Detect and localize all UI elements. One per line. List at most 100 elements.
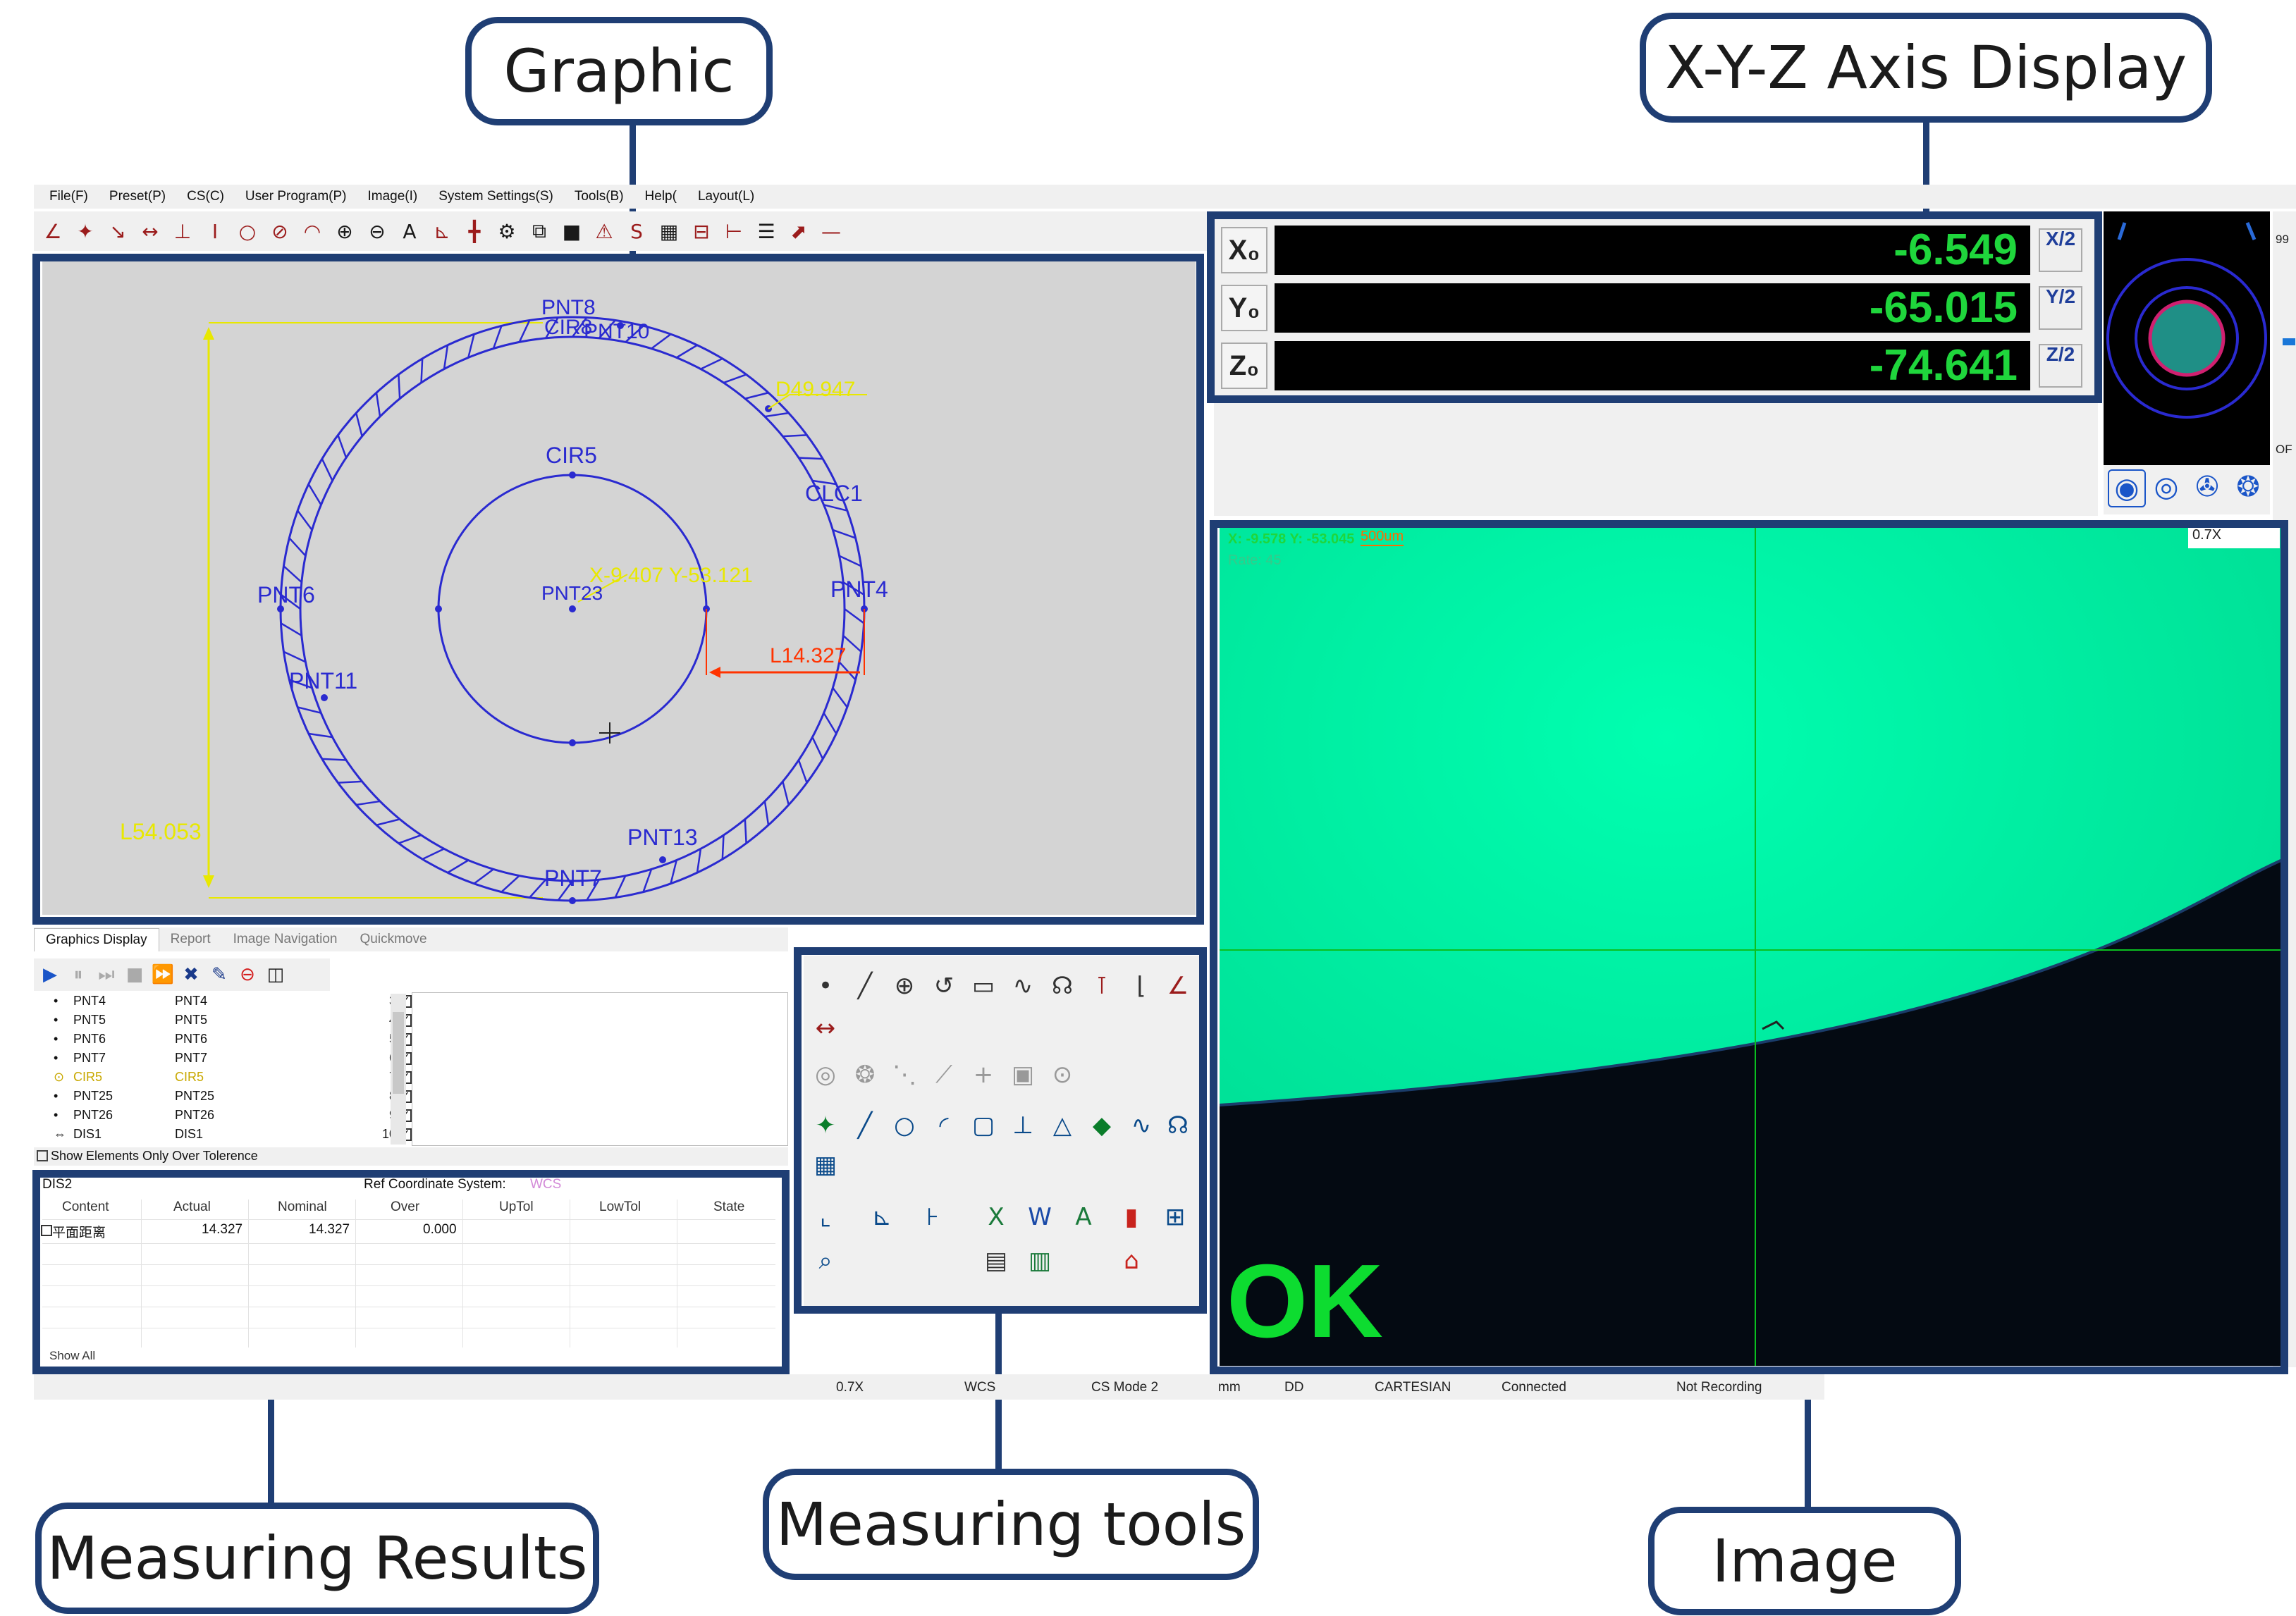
show-elements-checkbox[interactable] xyxy=(37,1150,48,1161)
graphic-canvas[interactable]: PNT8 CIR8 PNT10 D49.947 CIR5 CLC1 PNT6 P… xyxy=(42,261,1196,915)
color-bars-icon[interactable]: ▮ xyxy=(1124,1203,1138,1231)
tab-graphics-display[interactable]: Graphics Display xyxy=(34,927,159,951)
script-icon[interactable]: S xyxy=(630,219,643,243)
edge-tool-icon[interactable]: ⚠ xyxy=(595,219,613,243)
element-row[interactable]: •PNT4PNT43✓ xyxy=(34,992,412,1011)
coord-set-icon[interactable]: ⊦ xyxy=(926,1203,939,1231)
side-slider[interactable] xyxy=(2283,338,2295,345)
coord-search-icon[interactable]: ⌕ xyxy=(818,1247,833,1275)
probe-icon[interactable]: ⬈ xyxy=(790,219,807,243)
green-line-icon[interactable]: ╱ xyxy=(857,1111,873,1140)
green-circle-icon[interactable]: ○ xyxy=(894,1111,915,1140)
auto-icon[interactable]: ✎ xyxy=(211,964,227,985)
menu-layout[interactable]: Layout(L) xyxy=(697,189,755,204)
gear-ring-icon[interactable]: ❂ xyxy=(854,1061,876,1089)
fill-icon[interactable]: ■ xyxy=(562,219,582,243)
green-arc-icon[interactable]: ◜ xyxy=(939,1111,949,1140)
green-rect-icon[interactable]: ▢ xyxy=(971,1111,995,1140)
height-gauge-icon[interactable]: ⊺ xyxy=(1095,972,1108,1000)
vertical-distance-icon[interactable]: ⊥ xyxy=(173,219,192,243)
camera-image[interactable]: X: -9.578 Y: -53.045 Rate: 45 500um 0.7X… xyxy=(1220,527,2285,1366)
pause-icon[interactable]: ⏸ xyxy=(73,963,83,985)
word-export-icon[interactable]: W xyxy=(1028,1203,1052,1231)
line-icon[interactable]: ╱ xyxy=(857,972,873,1000)
line-tool-icon[interactable]: ↘ xyxy=(109,219,126,243)
element-list-scrollbar[interactable] xyxy=(391,994,406,1145)
element-row[interactable]: •PNT7PNT76✓ xyxy=(34,1049,412,1068)
fit-view-icon[interactable]: ⊞ xyxy=(1165,1203,1186,1231)
freeform-icon[interactable]: ☊ xyxy=(1051,972,1074,1000)
coordinate-tool-icon[interactable]: ⊾ xyxy=(434,219,450,243)
text-export-icon[interactable]: A xyxy=(1075,1203,1092,1231)
l-bracket-icon[interactable]: ⌊ xyxy=(1136,972,1146,1000)
menu-cs[interactable]: CS(C) xyxy=(187,189,224,204)
element-row[interactable]: •PNT25PNT258✓ xyxy=(34,1087,412,1106)
menu-help[interactable]: Help( xyxy=(644,189,677,204)
x-half-button[interactable]: X/2 xyxy=(2039,228,2082,272)
excel-sheet-icon[interactable]: ▥ xyxy=(1028,1247,1052,1275)
arc-icon[interactable]: ↺ xyxy=(933,972,954,1000)
cross-icon[interactable]: + xyxy=(973,1061,994,1089)
txt-export-icon[interactable]: ▤ xyxy=(984,1247,1008,1275)
distance-tool-icon[interactable]: ↔ xyxy=(142,219,159,243)
angle-tool-icon[interactable]: ∠ xyxy=(44,219,62,243)
view-double-icon[interactable]: ◎ xyxy=(2154,471,2179,503)
stop-icon[interactable]: ■ xyxy=(125,964,144,985)
height-tool-icon[interactable]: I xyxy=(211,219,219,243)
arc-tool-icon[interactable]: ◠ xyxy=(303,219,321,243)
play-icon[interactable]: ▶ xyxy=(43,964,57,985)
rectangle-icon[interactable]: ▭ xyxy=(971,972,995,1000)
ring-icon[interactable]: ◎ xyxy=(815,1061,836,1089)
excel-export-icon[interactable]: X xyxy=(988,1203,1005,1231)
camera-zoom-select[interactable]: 0.7X xyxy=(2188,527,2280,548)
z-axis-label[interactable]: Z₀ xyxy=(1221,343,1267,389)
distance-icon[interactable]: ↔ xyxy=(815,1014,836,1042)
result-row-checkbox[interactable] xyxy=(41,1225,52,1236)
image-frame-icon[interactable]: ▣ xyxy=(1011,1061,1035,1089)
coord-origin-icon[interactable]: ⌞ xyxy=(820,1203,831,1231)
step-icon[interactable]: ⏭ xyxy=(98,963,115,985)
diameter-tool-icon[interactable]: ⊘ xyxy=(271,219,288,243)
green-freeform-icon[interactable]: ☊ xyxy=(1167,1111,1189,1140)
settings-icon[interactable]: ⚙ xyxy=(498,219,516,243)
calculator-icon[interactable]: ▦ xyxy=(814,1151,837,1179)
menu-image[interactable]: Image(I) xyxy=(367,189,418,204)
dash-icon[interactable]: — xyxy=(821,219,841,243)
menu-system-settings[interactable]: System Settings(S) xyxy=(438,189,553,204)
element-row[interactable]: •PNT6PNT65✓ xyxy=(34,1030,412,1049)
y-half-button[interactable]: Y/2 xyxy=(2039,286,2082,330)
datum-icon[interactable]: ⊢ xyxy=(725,219,743,243)
view-single-icon[interactable]: ◉ xyxy=(2108,469,2146,507)
green-angle-icon[interactable]: △ xyxy=(1052,1111,1072,1140)
element-row[interactable]: •PNT26PNT269✓ xyxy=(34,1106,412,1125)
tab-image-navigation[interactable]: Image Navigation xyxy=(233,932,338,946)
minimap[interactable] xyxy=(2104,211,2270,465)
table-icon[interactable]: ☰ xyxy=(757,219,775,243)
layers-icon[interactable]: ⧉ xyxy=(532,219,546,242)
point-tool-icon[interactable]: ✦ xyxy=(77,219,94,243)
menu-tools[interactable]: Tools(B) xyxy=(574,189,624,204)
view-segments-icon[interactable]: ✇ xyxy=(2195,471,2219,503)
report-icon[interactable]: ▦ xyxy=(659,219,679,243)
zoom-out-icon[interactable]: ⊖ xyxy=(369,219,386,243)
green-distance-icon[interactable]: ⊥ xyxy=(1012,1111,1033,1140)
menu-preset[interactable]: Preset(P) xyxy=(109,189,166,204)
green-curve-icon[interactable]: ∿ xyxy=(1131,1111,1152,1140)
z-half-button[interactable]: Z/2 xyxy=(2039,344,2082,388)
point-icon[interactable]: • xyxy=(818,972,833,1000)
view-gear-icon[interactable]: ❂ xyxy=(2236,471,2260,503)
element-row[interactable]: •PNT5PNT54✓ xyxy=(34,1011,412,1030)
delete-icon[interactable]: ⊖ xyxy=(240,964,255,985)
tools-icon[interactable]: ✖ xyxy=(183,964,199,985)
tab-report[interactable]: Report xyxy=(170,932,211,946)
y-axis-label[interactable]: Y₀ xyxy=(1221,285,1267,331)
x-axis-label[interactable]: X₀ xyxy=(1221,227,1267,273)
zoom-in-icon[interactable]: ⊕ xyxy=(336,219,353,243)
green-point-icon[interactable]: ✦ xyxy=(815,1111,836,1140)
menu-file[interactable]: File(F) xyxy=(49,189,88,204)
camera-icon[interactable]: ◫ xyxy=(266,964,285,985)
coord-axis-icon[interactable]: ⊾ xyxy=(871,1203,892,1231)
curve-icon[interactable]: ∿ xyxy=(1012,972,1033,1000)
home-report-icon[interactable]: ⌂ xyxy=(1124,1247,1139,1275)
